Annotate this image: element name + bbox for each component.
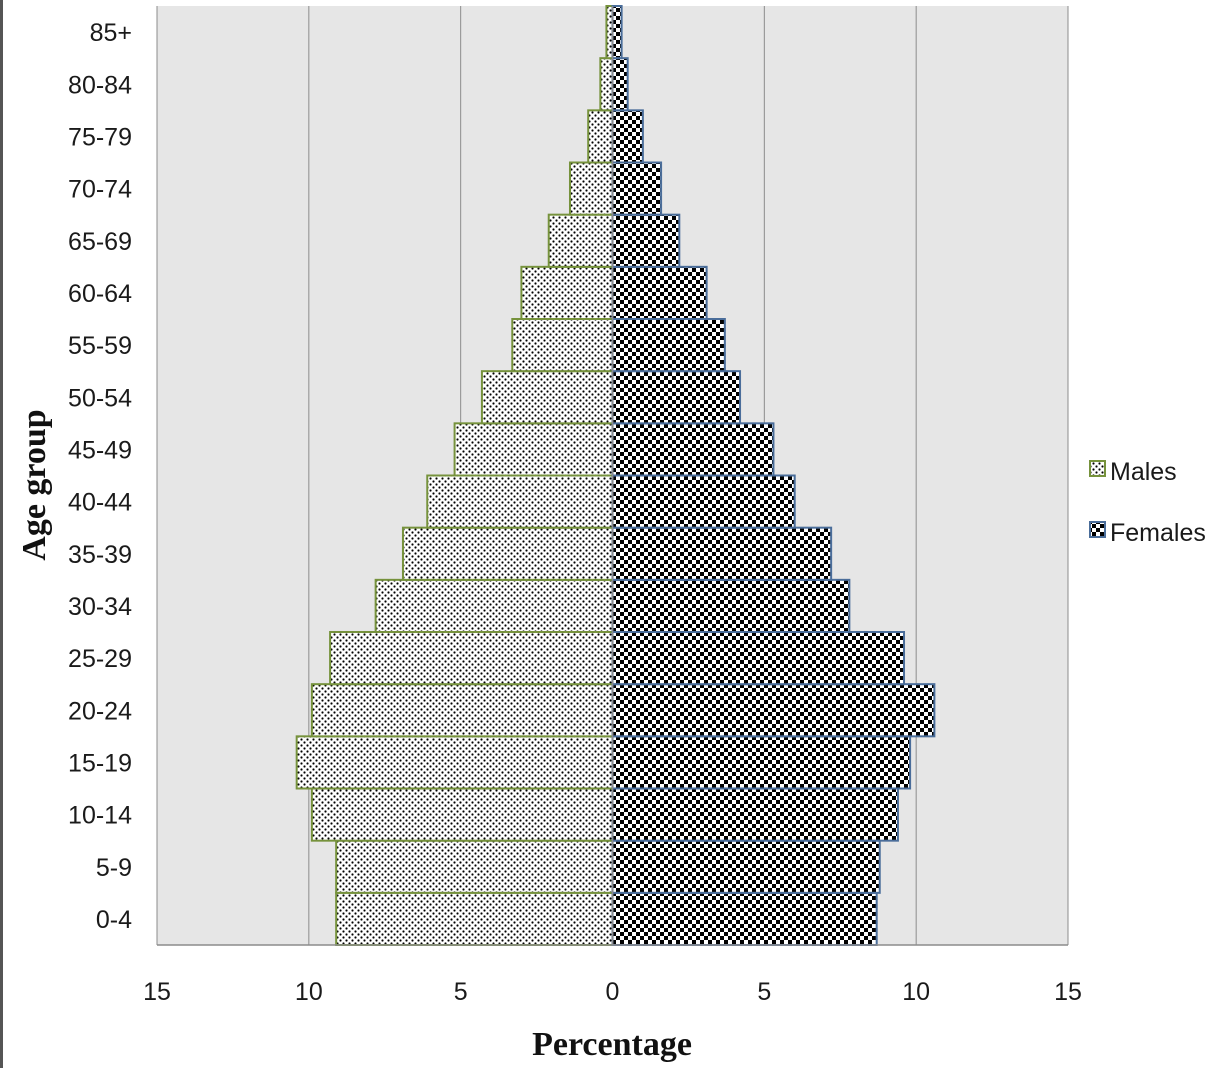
- bar-females-30-34: [611, 578, 851, 633]
- bar-males-70-74: [568, 161, 614, 216]
- bar-females-45-49: [611, 422, 775, 477]
- bar-males-20-24: [310, 683, 614, 738]
- y-tick-label: 5-9: [96, 854, 132, 882]
- bar-males-40-44: [426, 474, 614, 529]
- bar-males-65-69: [547, 213, 614, 268]
- bar-males-30-34: [374, 578, 614, 633]
- left-frame-line: [0, 0, 3, 1068]
- y-tick-label: 80-84: [68, 71, 132, 99]
- bar-males-55-59: [511, 318, 614, 373]
- bar-females-60-64: [611, 265, 708, 321]
- bar-males-25-29: [329, 631, 614, 686]
- y-tick-label: 65-69: [68, 228, 132, 256]
- bar-males-60-64: [520, 265, 614, 321]
- x-axis-title: Percentage: [532, 1026, 692, 1063]
- bar-females-15-19: [611, 735, 912, 790]
- bar-females-70-74: [611, 161, 663, 216]
- bar-females-20-24: [611, 683, 936, 738]
- bar-females-5-9: [611, 839, 881, 894]
- y-axis-title: Age group: [16, 409, 53, 560]
- bars: [295, 5, 936, 946]
- y-tick-label: 50-54: [68, 384, 132, 412]
- y-tick-label: 55-59: [68, 332, 132, 360]
- x-tick-label: 15: [143, 978, 171, 1006]
- y-tick-label: 85+: [90, 19, 132, 47]
- y-tick-label: 70-74: [68, 176, 132, 204]
- bar-males-0-4: [335, 891, 614, 946]
- y-tick-label: 20-24: [68, 697, 132, 725]
- y-tick-label: 15-19: [68, 749, 132, 777]
- legend-label-males: Males: [1110, 458, 1177, 486]
- bar-females-10-14: [611, 787, 899, 842]
- bar-females-50-54: [611, 370, 742, 425]
- x-tick-label: 10: [902, 978, 930, 1006]
- bar-females-85+: [611, 5, 623, 60]
- y-tick-label: 35-39: [68, 541, 132, 569]
- bar-males-5-9: [335, 839, 614, 894]
- bar-females-25-29: [611, 631, 906, 686]
- y-tick-labels: 0-4 5-9 10-14 15-19 20-24 25-29 30-34 35-39 40-4…: [68, 19, 132, 934]
- x-tick-label: 0: [606, 978, 620, 1006]
- y-tick-label: 0-4: [96, 906, 132, 934]
- bar-females-35-39: [611, 526, 833, 581]
- bar-females-55-59: [611, 318, 726, 373]
- x-tick-labels: 15 10 5 0 5 10 15: [143, 978, 1082, 1006]
- y-tick-label: 30-34: [68, 593, 132, 621]
- x-tick-label: 5: [454, 978, 468, 1006]
- bar-males-10-14: [310, 787, 614, 842]
- x-tick-label: 15: [1054, 978, 1082, 1006]
- bar-females-40-44: [611, 474, 796, 529]
- bar-females-65-69: [611, 213, 681, 268]
- x-tick-label: 10: [295, 978, 323, 1006]
- bar-males-35-39: [401, 526, 614, 581]
- bar-males-80-84: [599, 57, 614, 112]
- bar-females-80-84: [611, 57, 629, 112]
- y-tick-label: 40-44: [68, 489, 132, 517]
- y-tick-label: 45-49: [68, 436, 132, 464]
- legend-label-females: Females: [1110, 519, 1206, 547]
- y-tick-label: 10-14: [68, 802, 132, 830]
- y-tick-label: 25-29: [68, 645, 132, 673]
- legend-swatch-males: [1089, 460, 1106, 477]
- bar-males-15-19: [295, 735, 614, 790]
- bar-males-75-79: [587, 109, 614, 164]
- bar-males-45-49: [453, 422, 614, 477]
- bar-males-50-54: [480, 370, 614, 425]
- x-tick-label: 5: [757, 978, 771, 1006]
- bar-females-0-4: [611, 891, 878, 946]
- legend: Males Females: [1089, 458, 1206, 547]
- y-tick-label: 75-79: [68, 123, 132, 151]
- y-tick-label: 60-64: [68, 280, 132, 308]
- bar-females-75-79: [611, 109, 644, 164]
- axes: [157, 6, 1068, 946]
- legend-swatch-females: [1089, 521, 1106, 538]
